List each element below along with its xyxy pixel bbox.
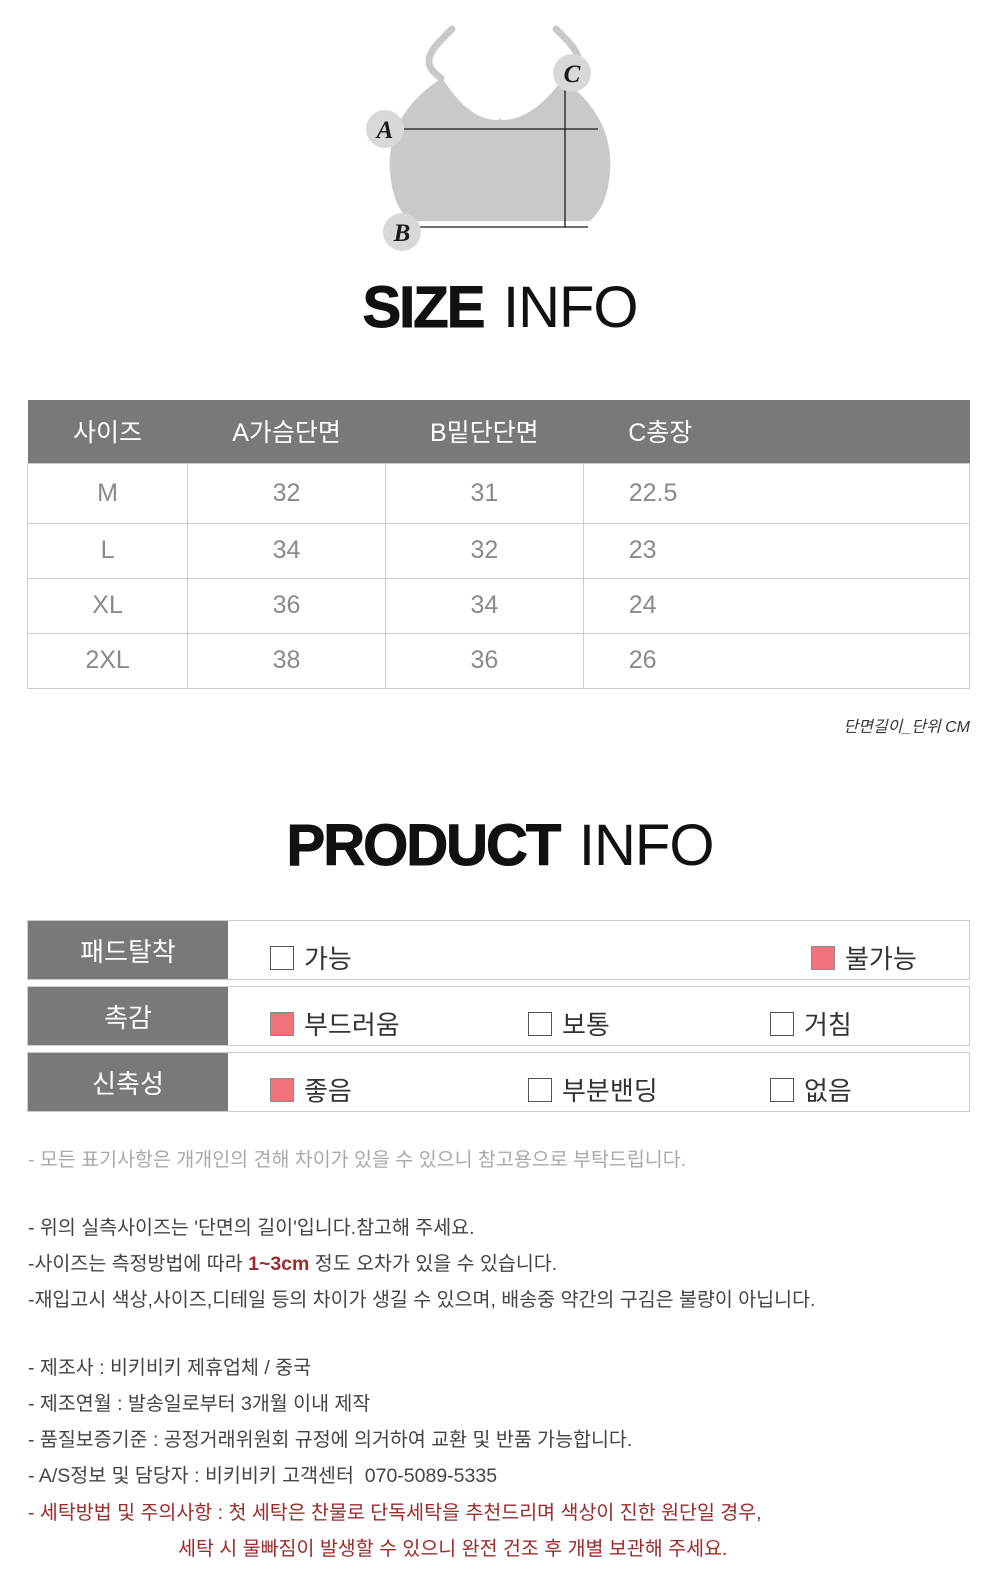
svg-text:A: A [375,117,394,144]
svg-text:B: B [393,220,411,247]
svg-text:C: C [564,61,581,88]
